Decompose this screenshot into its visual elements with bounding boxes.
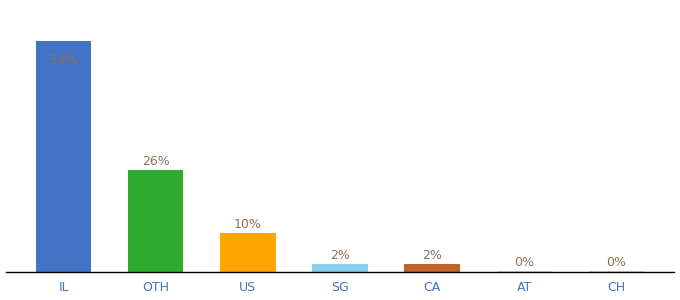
Bar [496, 271, 552, 272]
Bar [128, 170, 184, 272]
Text: 10%: 10% [234, 218, 262, 231]
Bar [312, 264, 368, 272]
Text: 0%: 0% [607, 256, 626, 268]
Bar [220, 232, 275, 272]
Text: 59%: 59% [50, 55, 78, 68]
Text: 2%: 2% [330, 249, 350, 262]
Bar [36, 41, 91, 272]
Bar [589, 271, 644, 272]
Bar [405, 264, 460, 272]
Text: 26%: 26% [142, 155, 169, 168]
Text: 0%: 0% [514, 256, 534, 268]
Text: 2%: 2% [422, 249, 442, 262]
